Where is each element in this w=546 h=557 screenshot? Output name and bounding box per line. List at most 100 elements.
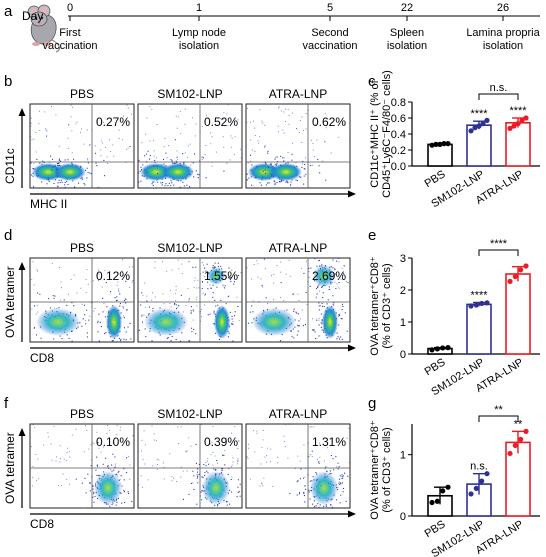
flow-event-dot <box>270 448 272 450</box>
flow-event-dot <box>160 182 162 184</box>
flow-event-dot <box>262 122 264 124</box>
significance-label: n.s. <box>470 461 488 473</box>
flow-event-dot <box>64 186 66 188</box>
flow-event-dot <box>123 345 124 346</box>
flow-event-dot <box>196 474 198 476</box>
bracket-label: n.s. <box>490 82 508 94</box>
flow-event-dot <box>260 463 262 465</box>
flow-event-dot <box>336 256 337 257</box>
flow-event-dot <box>327 118 329 120</box>
flow-event-dot <box>266 455 268 457</box>
flow-event-dot <box>197 476 199 478</box>
flow-event-dot <box>302 325 304 327</box>
flow-event-dot <box>214 299 216 301</box>
flow-event-dot <box>219 311 221 313</box>
flow-event-dot <box>86 177 88 179</box>
flow-event-dot <box>343 272 345 274</box>
flow-event-dot <box>162 182 164 184</box>
flow-event-dot <box>141 450 142 452</box>
flow-event-dot <box>87 158 88 160</box>
flow-event-dot <box>138 329 140 331</box>
flow-event-dot <box>212 520 213 521</box>
flow-event-dot <box>116 433 118 435</box>
flow-event-dot <box>87 283 89 285</box>
flow-event-dot <box>93 493 95 495</box>
flow-event-dot <box>299 318 301 320</box>
flow-event-dot <box>255 176 257 178</box>
flow-event-dot <box>159 307 161 309</box>
flow-event-dot <box>333 302 335 304</box>
data-point <box>468 303 474 309</box>
flow-event-dot <box>251 164 253 166</box>
flow-x-axis-label: CD8 <box>30 517 54 531</box>
flow-event-dot <box>200 320 202 322</box>
flow-event-dot <box>299 460 301 462</box>
flow-event-dot <box>315 296 317 298</box>
flow-event-dot <box>274 182 276 184</box>
flow-event-dot <box>296 494 298 496</box>
category-label: PBS <box>423 356 448 378</box>
flow-density-blob <box>106 305 122 339</box>
flow-event-dot <box>85 425 86 427</box>
flow-event-dot <box>221 471 223 473</box>
flow-event-dot <box>246 176 247 178</box>
flow-event-dot <box>347 282 349 284</box>
flow-event-dot <box>151 425 153 427</box>
flow-event-dot <box>165 152 167 154</box>
flow-event-dot <box>320 327 322 329</box>
flow-event-dot <box>84 477 86 479</box>
flow-event-dot <box>175 300 177 302</box>
flow-event-dot <box>116 296 118 298</box>
flow-event-dot <box>330 455 332 457</box>
flow-event-dot <box>143 314 145 316</box>
flow-event-dot <box>221 268 223 270</box>
flow-event-dot <box>303 495 305 497</box>
flow-event-dot <box>168 145 170 147</box>
flow-event-dot <box>96 165 98 167</box>
flow-event-dot <box>205 462 207 463</box>
data-point <box>511 123 517 129</box>
flow-event-dot <box>339 521 340 522</box>
flow-event-dot <box>174 139 176 141</box>
flow-event-dot <box>201 316 202 318</box>
flow-event-dot <box>264 268 266 270</box>
flow-event-dot <box>123 307 125 309</box>
flow-event-dot <box>50 155 52 157</box>
flow-event-dot <box>265 184 267 186</box>
flow-event-dot <box>316 265 318 267</box>
flow-event-dot <box>264 124 266 126</box>
flow-event-dot <box>246 122 248 124</box>
flow-event-dot <box>171 335 173 337</box>
flow-event-dot <box>246 173 248 175</box>
flow-event-dot <box>222 346 223 347</box>
flow-y-axis-label: CD11c <box>3 148 17 184</box>
flow-event-dot <box>194 280 196 282</box>
flow-event-dot <box>153 140 155 142</box>
flow-event-dot <box>340 494 342 496</box>
flow-event-dot <box>262 439 264 441</box>
flow-event-dot <box>153 433 155 435</box>
flow-event-dot <box>87 473 89 475</box>
flow-event-dot <box>36 479 37 481</box>
flow-event-dot <box>266 461 268 463</box>
flow-event-dot <box>175 339 177 341</box>
flow-event-dot <box>138 181 140 183</box>
flow-event-dot <box>190 312 192 314</box>
flow-density-layer <box>30 104 132 188</box>
flow-event-dot <box>338 136 340 138</box>
chart-y-tick-label: 3 <box>400 253 406 265</box>
flow-event-dot <box>225 345 226 346</box>
flow-event-dot <box>262 430 264 431</box>
flow-event-dot <box>311 456 313 458</box>
flow-event-dot <box>31 279 33 281</box>
flow-event-dot <box>222 285 224 287</box>
flow-event-dot <box>131 281 133 283</box>
flow-event-dot <box>145 336 147 338</box>
flow-event-dot <box>120 312 122 314</box>
flow-event-dot <box>281 110 283 112</box>
flow-event-dot <box>142 164 144 166</box>
flow-event-dot <box>224 515 225 516</box>
flow-event-dot <box>342 491 344 493</box>
timeline-event-label: Spleen <box>390 27 424 39</box>
